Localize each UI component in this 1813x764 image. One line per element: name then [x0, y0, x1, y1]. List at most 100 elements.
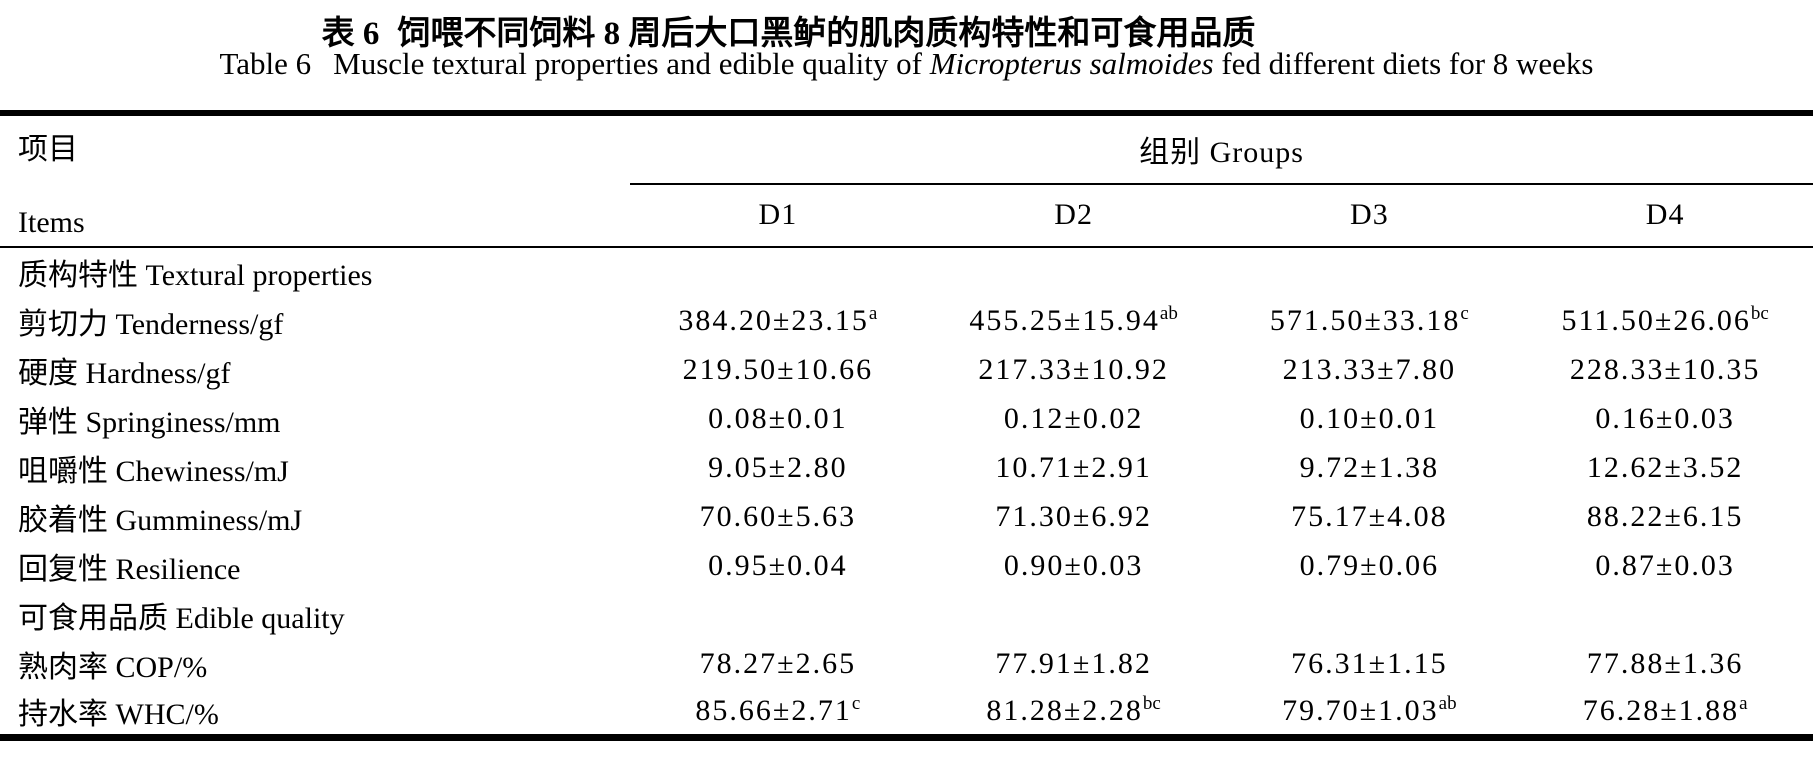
column-header-d3: D3	[1221, 183, 1518, 249]
species-name: Micropterus salmoides	[929, 46, 1214, 81]
table-row-gumminess: 胶着性 Gumminess/mJ 70.60±5.63 71.30±6.92 7…	[0, 492, 1813, 541]
row-label: 熟肉率 COP/%	[18, 650, 208, 684]
data-cell: 85.66±2.71c	[630, 688, 926, 737]
data-cell: 228.33±10.35	[1517, 345, 1813, 394]
cell-value: 88.22±6.15	[1586, 499, 1744, 533]
cell-value: 81.28±2.28	[986, 693, 1143, 727]
cell-value: 0.90±0.03	[1003, 548, 1144, 582]
data-cell: 75.17±4.08	[1222, 492, 1518, 541]
table-title-english: Table 6 Muscle textural properties and ed…	[0, 46, 1813, 94]
section-label: 质构特性 Textural properties	[18, 259, 373, 292]
table-row-cop: 熟肉率 COP/% 78.27±2.65 77.91±1.82 76.31±1.…	[0, 639, 1813, 688]
data-cell: 79.70±1.03ab	[1222, 688, 1518, 737]
data-cell: 0.87±0.03	[1517, 541, 1813, 590]
row-label: 剪切力 Tenderness/gf	[18, 307, 284, 341]
cell-value: 76.28±1.88	[1582, 693, 1740, 727]
section-row-textural: 质构特性 Textural properties	[0, 247, 1813, 296]
items-label-zh: 项目	[18, 133, 78, 166]
data-cell: 0.12±0.02	[926, 394, 1222, 443]
table-row-chewiness: 咀嚼性 Chewiness/mJ 9.05±2.80 10.71±2.91 9.…	[0, 443, 1813, 492]
data-cell: 88.22±6.15	[1517, 492, 1813, 541]
data-cell: 571.50±33.18c	[1222, 296, 1518, 345]
cell-superscript: a	[868, 302, 878, 324]
cell-value: 571.50±33.18	[1269, 303, 1461, 337]
header-row-diets: D1 D2 D3 D4	[0, 183, 1813, 249]
table-row-tenderness: 剪切力 Tenderness/gf 384.20±23.15a 455.25±1…	[0, 296, 1813, 345]
items-header-inner: 项目 Items	[18, 124, 630, 240]
table-row-whc: 持水率 WHC/% 85.66±2.71c 81.28±2.28bc 79.70…	[0, 688, 1813, 737]
groups-header-cell: 组别 Groups	[630, 113, 1813, 185]
data-cell: 217.33±10.92	[926, 345, 1222, 394]
cell-value: 0.79±0.06	[1299, 548, 1440, 582]
column-header-d4: D4	[1517, 183, 1813, 249]
data-cell: 76.28±1.88a	[1517, 688, 1813, 737]
cell-value: 85.66±2.71	[695, 693, 852, 727]
items-label-en: Items	[18, 206, 85, 239]
row-label: 胶着性 Gumminess/mJ	[18, 503, 303, 537]
column-header-d1: D1	[630, 183, 926, 249]
cell-value: 0.87±0.03	[1595, 548, 1735, 582]
data-cell: 0.90±0.03	[926, 541, 1222, 590]
data-cell: 0.95±0.04	[630, 541, 926, 590]
cell-superscript: a	[1739, 692, 1748, 714]
cell-value: 77.91±1.82	[995, 646, 1152, 680]
cell-superscript: ab	[1159, 302, 1178, 324]
cell-value: 79.70±1.03	[1282, 693, 1439, 727]
table-row-hardness: 硬度 Hardness/gf 219.50±10.66 217.33±10.92…	[0, 345, 1813, 394]
cell-value: 384.20±23.15	[678, 303, 869, 337]
cell-value: 9.72±1.38	[1299, 450, 1440, 484]
cell-value: 75.17±4.08	[1291, 499, 1448, 533]
cell-value: 70.60±5.63	[699, 499, 857, 533]
table-title-zh-text: 饲喂不同饲料 8 周后大口黑鲈的肌肉质构特性和可食用品质	[397, 16, 1256, 52]
cell-value: 71.30±6.92	[995, 499, 1152, 533]
data-cell: 0.08±0.01	[630, 394, 926, 443]
section-label: 可食用品质 Edible quality	[18, 601, 345, 635]
cell-value: 78.27±2.65	[699, 646, 857, 680]
column-header-d2: D2	[925, 183, 1222, 249]
table-row-springiness: 弹性 Springiness/mm 0.08±0.01 0.12±0.02 0.…	[0, 394, 1813, 443]
cell-value: 12.62±3.52	[1586, 450, 1744, 484]
cell-value: 0.12±0.02	[1003, 401, 1144, 435]
data-cell: 71.30±6.92	[926, 492, 1222, 541]
cell-value: 9.05±2.80	[708, 450, 848, 484]
data-cell: 81.28±2.28bc	[926, 688, 1222, 737]
data-cell: 511.50±26.06bc	[1517, 296, 1813, 345]
table-body: 质构特性 Textural properties 剪切力 Tenderness/…	[0, 247, 1813, 737]
title-en-text-after: fed different diets for 8 weeks	[1221, 46, 1594, 81]
cell-value: 0.10±0.01	[1299, 401, 1440, 435]
cell-value: 0.95±0.04	[708, 548, 848, 582]
cell-superscript: ab	[1438, 692, 1457, 714]
title-en-text-before: Muscle textural properties and edible qu…	[333, 46, 922, 81]
data-cell: 77.91±1.82	[926, 639, 1222, 688]
cell-value: 77.88±1.36	[1586, 646, 1744, 680]
row-label: 硬度 Hardness/gf	[18, 356, 231, 390]
data-cell: 0.16±0.03	[1517, 394, 1813, 443]
table-header: 项目 Items 组别 Groups D1 D2 D3 D4	[0, 113, 1813, 249]
section-row-edible: 可食用品质 Edible quality	[0, 590, 1813, 639]
table-number-en: Table 6	[219, 46, 312, 81]
data-cell: 455.25±15.94ab	[926, 296, 1222, 345]
data-cell: 0.10±0.01	[1222, 394, 1518, 443]
row-label: 弹性 Springiness/mm	[18, 405, 281, 439]
table-row-resilience: 回复性 Resilience 0.95±0.04 0.90±0.03 0.79±…	[0, 541, 1813, 590]
row-label: 回复性 Resilience	[18, 552, 241, 586]
cell-superscript: c	[851, 692, 861, 714]
cell-value: 213.33±7.80	[1282, 352, 1457, 386]
data-cell: 10.71±2.91	[926, 443, 1222, 492]
cell-value: 217.33±10.92	[978, 352, 1169, 386]
cell-value: 10.71±2.91	[995, 450, 1152, 484]
data-cell: 78.27±2.65	[630, 639, 926, 688]
results-table: 项目 Items 组别 Groups D1 D2 D3 D4 质构特性 Text…	[0, 110, 1813, 741]
data-cell: 12.62±3.52	[1517, 443, 1813, 492]
row-label: 咀嚼性 Chewiness/mJ	[18, 454, 289, 488]
data-cell: 0.79±0.06	[1222, 541, 1518, 590]
data-cell: 213.33±7.80	[1222, 345, 1518, 394]
cell-value: 0.16±0.03	[1595, 401, 1735, 435]
cell-superscript: bc	[1142, 692, 1161, 714]
cell-value: 455.25±15.94	[969, 303, 1160, 337]
data-cell: 384.20±23.15a	[630, 296, 926, 345]
row-label: 持水率 WHC/%	[18, 697, 219, 731]
data-cell: 76.31±1.15	[1222, 639, 1518, 688]
cell-superscript: bc	[1750, 302, 1769, 324]
